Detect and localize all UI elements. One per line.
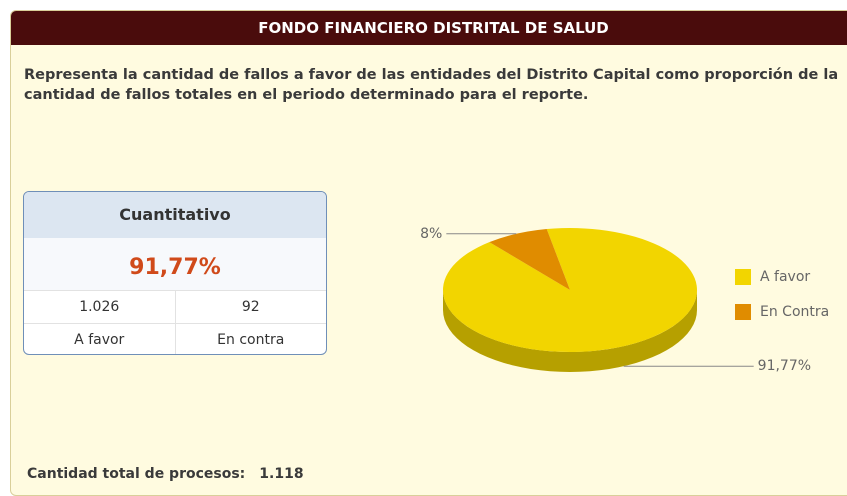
cell: 1.026	[24, 290, 175, 324]
slice-side	[443, 290, 697, 372]
cell: En contra	[174, 323, 326, 354]
card-percent: 91,77%	[24, 238, 326, 290]
slice-label: 91,77%	[758, 358, 811, 374]
footer-label: Cantidad total de procesos:	[27, 466, 246, 482]
legend-swatch	[735, 269, 751, 285]
footer-value: 1.118	[259, 466, 304, 482]
legend-swatch	[735, 304, 751, 320]
description: Representa la cantidad de fallos a favor…	[24, 67, 839, 103]
cell: A favor	[24, 323, 175, 354]
footer: Cantidad total de procesos: 1.118	[27, 466, 304, 482]
header-title: FONDO FINANCIERO DISTRITAL DE SALUD	[11, 11, 847, 45]
card-title: Cuantitativo	[24, 192, 326, 238]
summary-card: Cuantitativo 91,77% 1.026 92 A favor En co…	[23, 191, 327, 355]
legend-label: En Contra	[760, 304, 829, 320]
panel: FONDO FINANCIERO DISTRITAL DE SALUD Repr…	[10, 10, 847, 496]
card-table: 1.026 92 A favor En contra	[24, 290, 326, 354]
slice-label: 8%	[420, 226, 442, 242]
slice	[489, 229, 570, 290]
legend-label: A favor	[760, 269, 810, 285]
cell: 92	[174, 290, 326, 324]
slice	[442, 228, 697, 352]
